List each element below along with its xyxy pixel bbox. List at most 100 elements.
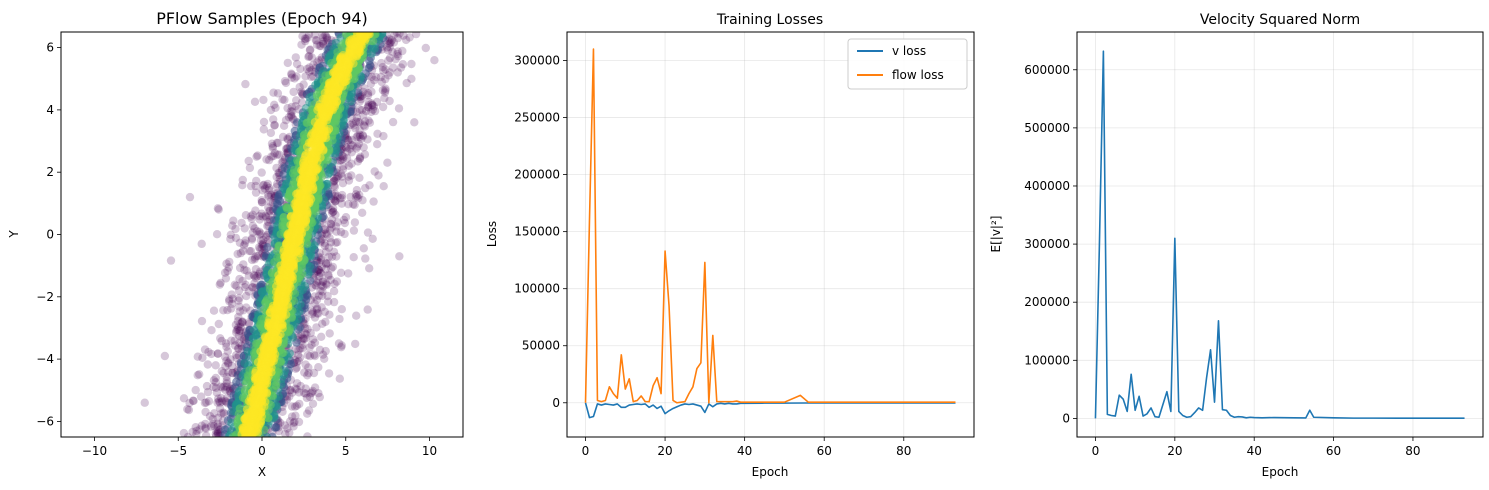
scatter-point <box>227 299 237 308</box>
scatter-point <box>379 66 388 75</box>
scatter-point <box>247 214 256 223</box>
scatter-point <box>383 158 392 167</box>
scatter-point <box>213 427 223 437</box>
scatter-point <box>337 343 346 352</box>
scatter-point <box>235 302 244 311</box>
scatter-point <box>202 381 212 391</box>
scatter-point <box>278 132 288 142</box>
scatter-point <box>306 45 315 54</box>
scatter-point <box>193 371 202 380</box>
scatter-point <box>318 277 328 287</box>
scatter-point <box>363 91 373 100</box>
scatter-point <box>308 308 318 317</box>
scatter-point <box>225 295 234 304</box>
scatter-point <box>270 148 279 158</box>
scatter-point <box>369 102 379 111</box>
velocity-y-label: E[|v|²] <box>989 216 1003 253</box>
scatter-point <box>238 317 247 327</box>
scatter-point <box>280 281 289 290</box>
scatter-point <box>304 368 313 378</box>
scatter-point <box>349 253 358 262</box>
scatter-point <box>221 362 230 371</box>
scatter-point <box>379 131 388 141</box>
scatter-point <box>368 100 377 110</box>
scatter-point <box>256 236 266 245</box>
scatter-point <box>337 199 346 208</box>
scatter-point <box>354 117 363 127</box>
scatter-point <box>239 306 248 315</box>
scatter-point <box>353 131 362 141</box>
scatter-point <box>213 204 223 213</box>
scatter-point <box>185 398 194 408</box>
scatter-point <box>321 264 330 274</box>
scatter-point <box>377 58 386 68</box>
scatter-point <box>284 113 294 122</box>
scatter-point <box>267 190 276 199</box>
scatter-point <box>235 274 244 284</box>
scatter-point <box>290 233 300 242</box>
scatter-point <box>384 56 393 65</box>
velocity-y-tick-label: 300000 <box>1024 237 1070 251</box>
scatter-point <box>305 392 315 402</box>
scatter-point <box>381 65 390 74</box>
scatter-point <box>367 107 376 117</box>
scatter-point <box>321 229 330 238</box>
scatter-point <box>361 106 371 116</box>
scatter-point <box>270 120 279 130</box>
scatter-point <box>324 252 334 261</box>
scatter-point <box>249 270 258 280</box>
scatter-point <box>272 163 281 173</box>
scatter-point <box>318 277 327 286</box>
scatter-point <box>287 73 296 82</box>
scatter-point <box>389 38 399 47</box>
scatter-point <box>286 107 295 116</box>
scatter-point <box>263 243 272 252</box>
scatter-point <box>280 95 289 105</box>
scatter-point <box>236 322 245 332</box>
scatter-point <box>212 432 221 437</box>
scatter-point <box>314 291 324 300</box>
scatter-point <box>363 305 372 314</box>
scatter-point <box>325 310 334 319</box>
scatter-point <box>332 277 342 286</box>
scatter-point <box>292 385 302 394</box>
scatter-point <box>257 196 266 205</box>
scatter-point <box>330 197 340 206</box>
scatter-point <box>209 382 218 392</box>
scatter-point <box>233 316 243 326</box>
scatter-point <box>372 97 382 107</box>
scatter-point <box>287 69 296 78</box>
scatter-point <box>321 32 330 40</box>
scatter-point <box>279 121 289 130</box>
scatter-point <box>401 35 411 45</box>
scatter-point <box>309 350 319 359</box>
scatter-point <box>269 151 278 161</box>
scatter-point <box>283 134 292 143</box>
scatter-point <box>262 181 271 191</box>
scatter-point <box>207 349 216 359</box>
scatter-point <box>247 255 257 265</box>
scatter-point <box>325 329 334 338</box>
scatter-point <box>259 180 269 189</box>
scatter-point <box>338 165 348 174</box>
scatter-point <box>291 384 300 393</box>
scatter-point <box>318 32 327 40</box>
losses-y-tick-label: 0 <box>552 396 560 410</box>
scatter-point <box>324 272 333 281</box>
scatter-point <box>252 251 261 261</box>
scatter-point <box>268 142 277 151</box>
scatter-point <box>302 177 312 186</box>
scatter-point <box>327 215 337 224</box>
scatter-point <box>230 280 239 289</box>
scatter-point <box>235 293 244 303</box>
scatter-point <box>301 334 310 343</box>
scatter-point <box>349 226 359 235</box>
scatter-point <box>393 47 402 56</box>
scatter-point <box>328 204 338 213</box>
scatter-point <box>188 427 197 437</box>
scatter-panel: −10 −5 0 5 10 −6 −4 −2 0 2 4 6 PFlow Samples (Epoch… <box>7 9 464 479</box>
scatter-point <box>222 379 231 388</box>
scatter-point <box>322 259 331 269</box>
scatter-point <box>398 46 407 56</box>
scatter-point <box>367 87 376 96</box>
